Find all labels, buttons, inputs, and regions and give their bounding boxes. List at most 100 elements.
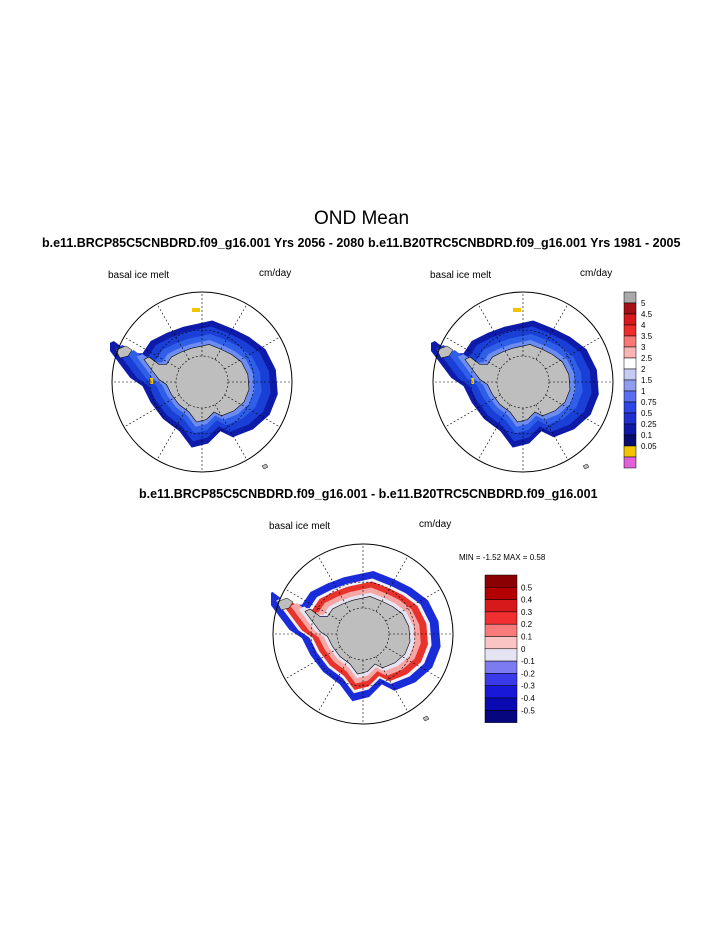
colorbar-swatch — [623, 302, 637, 315]
meridian-line — [123, 394, 180, 428]
latitude-circle — [149, 329, 255, 435]
colorbar-tick-label: -0.5 — [521, 706, 535, 715]
colorbar-tick-label: 0.3 — [521, 608, 533, 617]
colorbar-tick-label: 5 — [641, 299, 646, 308]
meridian-line — [375, 555, 409, 612]
meridian-line — [545, 336, 602, 370]
colorbar-swatch — [484, 660, 518, 674]
map-boundary — [111, 291, 293, 473]
island — [422, 715, 430, 722]
colorbar-tick-label: 2.5 — [641, 354, 653, 363]
colorbar-swatch — [484, 599, 518, 613]
left-polar-map — [110, 291, 293, 473]
diff-minmax-label: MIN = -1.52 MAX = 0.58 — [459, 553, 546, 562]
colorbar-tick-label: -0.1 — [521, 657, 535, 666]
colorbar-swatch — [623, 445, 637, 458]
colorbar-swatch — [623, 335, 637, 348]
antarctica-landmass — [304, 596, 411, 675]
meridian-line — [535, 404, 569, 461]
colorbar-tick-label: 0.5 — [641, 409, 653, 418]
colorbar-swatch — [623, 434, 637, 447]
meridian-line — [317, 555, 351, 612]
left-variable-label: basal ice melt — [108, 270, 170, 281]
meridian-line — [123, 336, 180, 370]
colorbar-swatch — [623, 368, 637, 381]
latitude-circle — [310, 581, 416, 687]
latitude-circle — [496, 355, 550, 409]
meridian-line — [444, 336, 501, 370]
colorbar-swatch — [484, 673, 518, 686]
south-america-tip — [276, 597, 294, 611]
top-colorbar: 5 4.5 4 3.5 3 2.5 2 1.5 1 0.75 0.5 0.25 0.1 0.05 — [623, 291, 657, 469]
colorbar-tick-label: 1 — [641, 387, 646, 396]
meridian-line — [224, 394, 281, 428]
yellow-patch — [192, 308, 200, 312]
colorbar-tick-label: 0.25 — [641, 420, 657, 429]
colorbar-swatch — [623, 291, 637, 304]
colorbar-swatch — [623, 423, 637, 436]
colorbar-swatch — [484, 648, 518, 662]
antarctica-landmass — [143, 344, 250, 423]
right-panel-title: b.e11.B20TRC5CNBDRD.f09_g16.001 Yrs 1981… — [368, 236, 681, 250]
island — [582, 463, 590, 470]
latitude-circle — [336, 607, 390, 661]
meridian-line — [224, 336, 281, 370]
diff-colorbar: 0.5 0.4 0.3 0.2 0.1 0 -0.1 -0.2 -0.3 -0.4 -0.5 — [484, 574, 535, 723]
colorbar-tick-label: 1.5 — [641, 376, 653, 385]
colorbar-tick-label: 0.4 — [521, 596, 533, 605]
diff-panel-title: b.e11.BRCP85C5CNBDRD.f09_g16.001 - b.e11… — [139, 487, 598, 501]
colorbar-tick-label: 0.75 — [641, 398, 657, 407]
colorbar-tick-label: 0.5 — [521, 583, 533, 592]
meridian-line — [385, 588, 442, 622]
meridian-line — [545, 394, 602, 428]
colorbar-swatch — [484, 611, 518, 625]
yellow-patch — [513, 308, 521, 312]
meridian-line — [284, 588, 341, 622]
meridian-line — [317, 656, 351, 713]
colorbar-swatch — [623, 379, 637, 392]
meridian-line — [156, 404, 190, 461]
colorbar-swatch — [623, 401, 637, 414]
colorbar-swatch — [623, 357, 637, 370]
colorbar-swatch — [623, 346, 637, 359]
colorbar-tick-label: 2 — [641, 365, 646, 374]
meridian-line — [535, 303, 569, 360]
left-units-label: cm/day — [259, 268, 292, 279]
meridian-line — [477, 303, 511, 360]
colorbar-swatch — [484, 710, 518, 723]
meridian-line — [156, 303, 190, 360]
latitude-circle — [175, 355, 229, 409]
meridian-line — [385, 646, 442, 680]
colorbar-tick-label: 4.5 — [641, 310, 653, 319]
colorbar-swatch — [484, 636, 518, 650]
colorbar-tick-label: 3.5 — [641, 332, 653, 341]
colorbar-swatch — [623, 412, 637, 425]
colorbar-tick-label: 4 — [641, 321, 646, 330]
diff-units-label: cm/day — [419, 519, 452, 530]
colorbar-swatch — [484, 623, 518, 637]
colorbar-swatch — [623, 390, 637, 403]
colorbar-swatch — [623, 324, 637, 337]
page-title: OND Mean — [313, 208, 410, 229]
right-units-label: cm/day — [580, 268, 613, 279]
meridian-line — [284, 646, 341, 680]
south-america-tip — [436, 345, 454, 359]
meridian-line — [444, 394, 501, 428]
right-polar-map — [431, 291, 614, 473]
colorbar-tick-label: 0.1 — [521, 633, 533, 642]
meridian-line — [214, 303, 248, 360]
right-variable-label: basal ice melt — [430, 270, 492, 281]
latitude-circle — [470, 329, 576, 435]
colorbar-tick-label: -0.4 — [521, 694, 535, 703]
colorbar-tick-label: 0.1 — [641, 431, 653, 440]
diff-polar-map — [271, 543, 454, 725]
colorbar-swatch — [484, 587, 518, 600]
antarctica-landmass — [464, 344, 571, 423]
island — [261, 463, 269, 470]
yellow-patch — [150, 378, 153, 384]
meridian-line — [477, 404, 511, 461]
colorbar-tick-label: 3 — [641, 343, 646, 352]
colorbar-swatch — [484, 574, 518, 588]
colorbar-tick-label: -0.2 — [521, 669, 535, 678]
colorbar-tick-label: 0.2 — [521, 620, 533, 629]
